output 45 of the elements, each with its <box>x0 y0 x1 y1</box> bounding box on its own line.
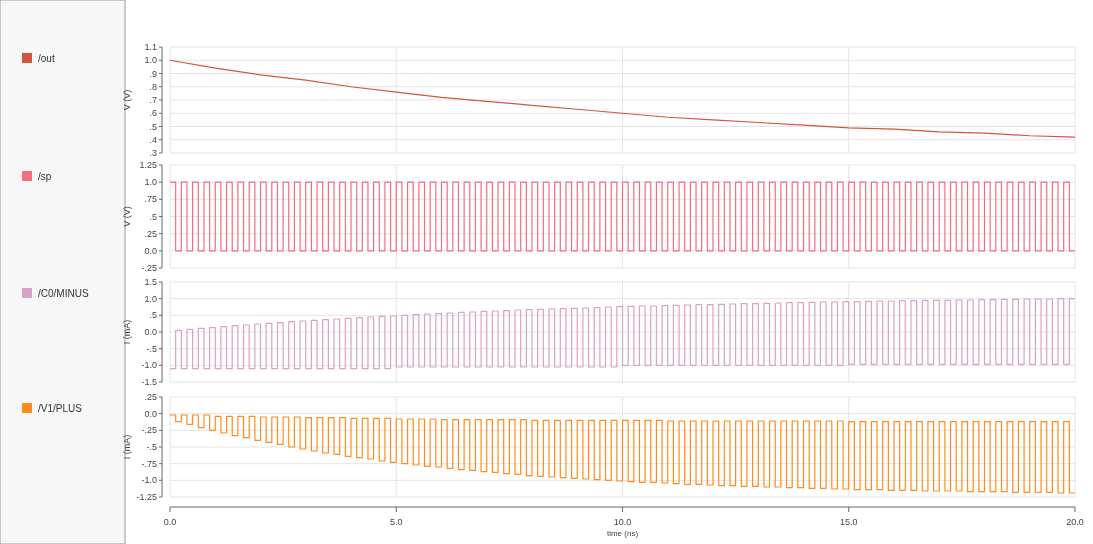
y-tick-label: .25 <box>144 392 157 403</box>
line-series <box>169 59 1076 138</box>
y-tick-label: .7 <box>149 95 157 106</box>
x-tick-label: 10.0 <box>613 517 632 527</box>
y-tick-label: -.75 <box>141 458 157 469</box>
y-tick-label: -.5 <box>146 343 157 354</box>
y-tick-label: .6 <box>149 108 157 119</box>
y-tick-label: .3 <box>149 148 157 159</box>
x-tick-label: 5.0 <box>389 517 403 527</box>
y-tick-label: 0.0 <box>144 245 157 256</box>
legend-label: /sp <box>38 171 52 182</box>
y-tick-label: -1.5 <box>141 377 157 388</box>
y-tick-label: 1.0 <box>144 177 157 188</box>
legend-label: /C0/MINUS <box>38 288 89 299</box>
y-tick-label: 1.0 <box>144 293 157 304</box>
y-axis-title: I (mA) <box>122 319 132 345</box>
y-tick-label: -.5 <box>146 442 157 453</box>
y-axis-title: V (V) <box>122 89 132 111</box>
y-tick-label: -1.25 <box>136 492 157 503</box>
y-tick-label: -1.0 <box>141 360 157 371</box>
y-tick-label: .9 <box>149 68 157 79</box>
y-tick-label: .5 <box>149 211 157 222</box>
y-tick-label: -.25 <box>141 263 157 274</box>
y-tick-label: .4 <box>149 134 157 145</box>
y-tick-label: .75 <box>144 194 157 205</box>
y-axis-title: V (V) <box>122 206 132 227</box>
y-tick-label: -1.0 <box>141 475 157 486</box>
y-tick-label: 1.5 <box>144 277 157 288</box>
x-tick-label: 20.0 <box>1066 517 1084 527</box>
legend-label: /out <box>38 53 55 64</box>
y-tick-label: 1.1 <box>144 42 157 53</box>
y-tick-label: 0.0 <box>144 408 157 419</box>
y-tick-label: 0.0 <box>144 327 157 338</box>
y-tick-label: .5 <box>149 121 157 132</box>
y-tick-label: .5 <box>149 310 157 321</box>
x-tick-label: 0.0 <box>163 517 177 527</box>
y-tick-label: .8 <box>149 81 157 92</box>
y-axis-title: I (mA) <box>122 434 132 460</box>
y-tick-label: 1.0 <box>144 55 157 66</box>
y-tick-label: .25 <box>144 228 157 239</box>
y-tick-label: 1.25 <box>139 160 157 171</box>
y-tick-label: -.25 <box>141 425 157 436</box>
legend-label: /V1/PLUS <box>38 403 83 414</box>
x-tick-label: 15.0 <box>839 517 858 527</box>
x-axis-title: time (ns) <box>606 529 639 538</box>
